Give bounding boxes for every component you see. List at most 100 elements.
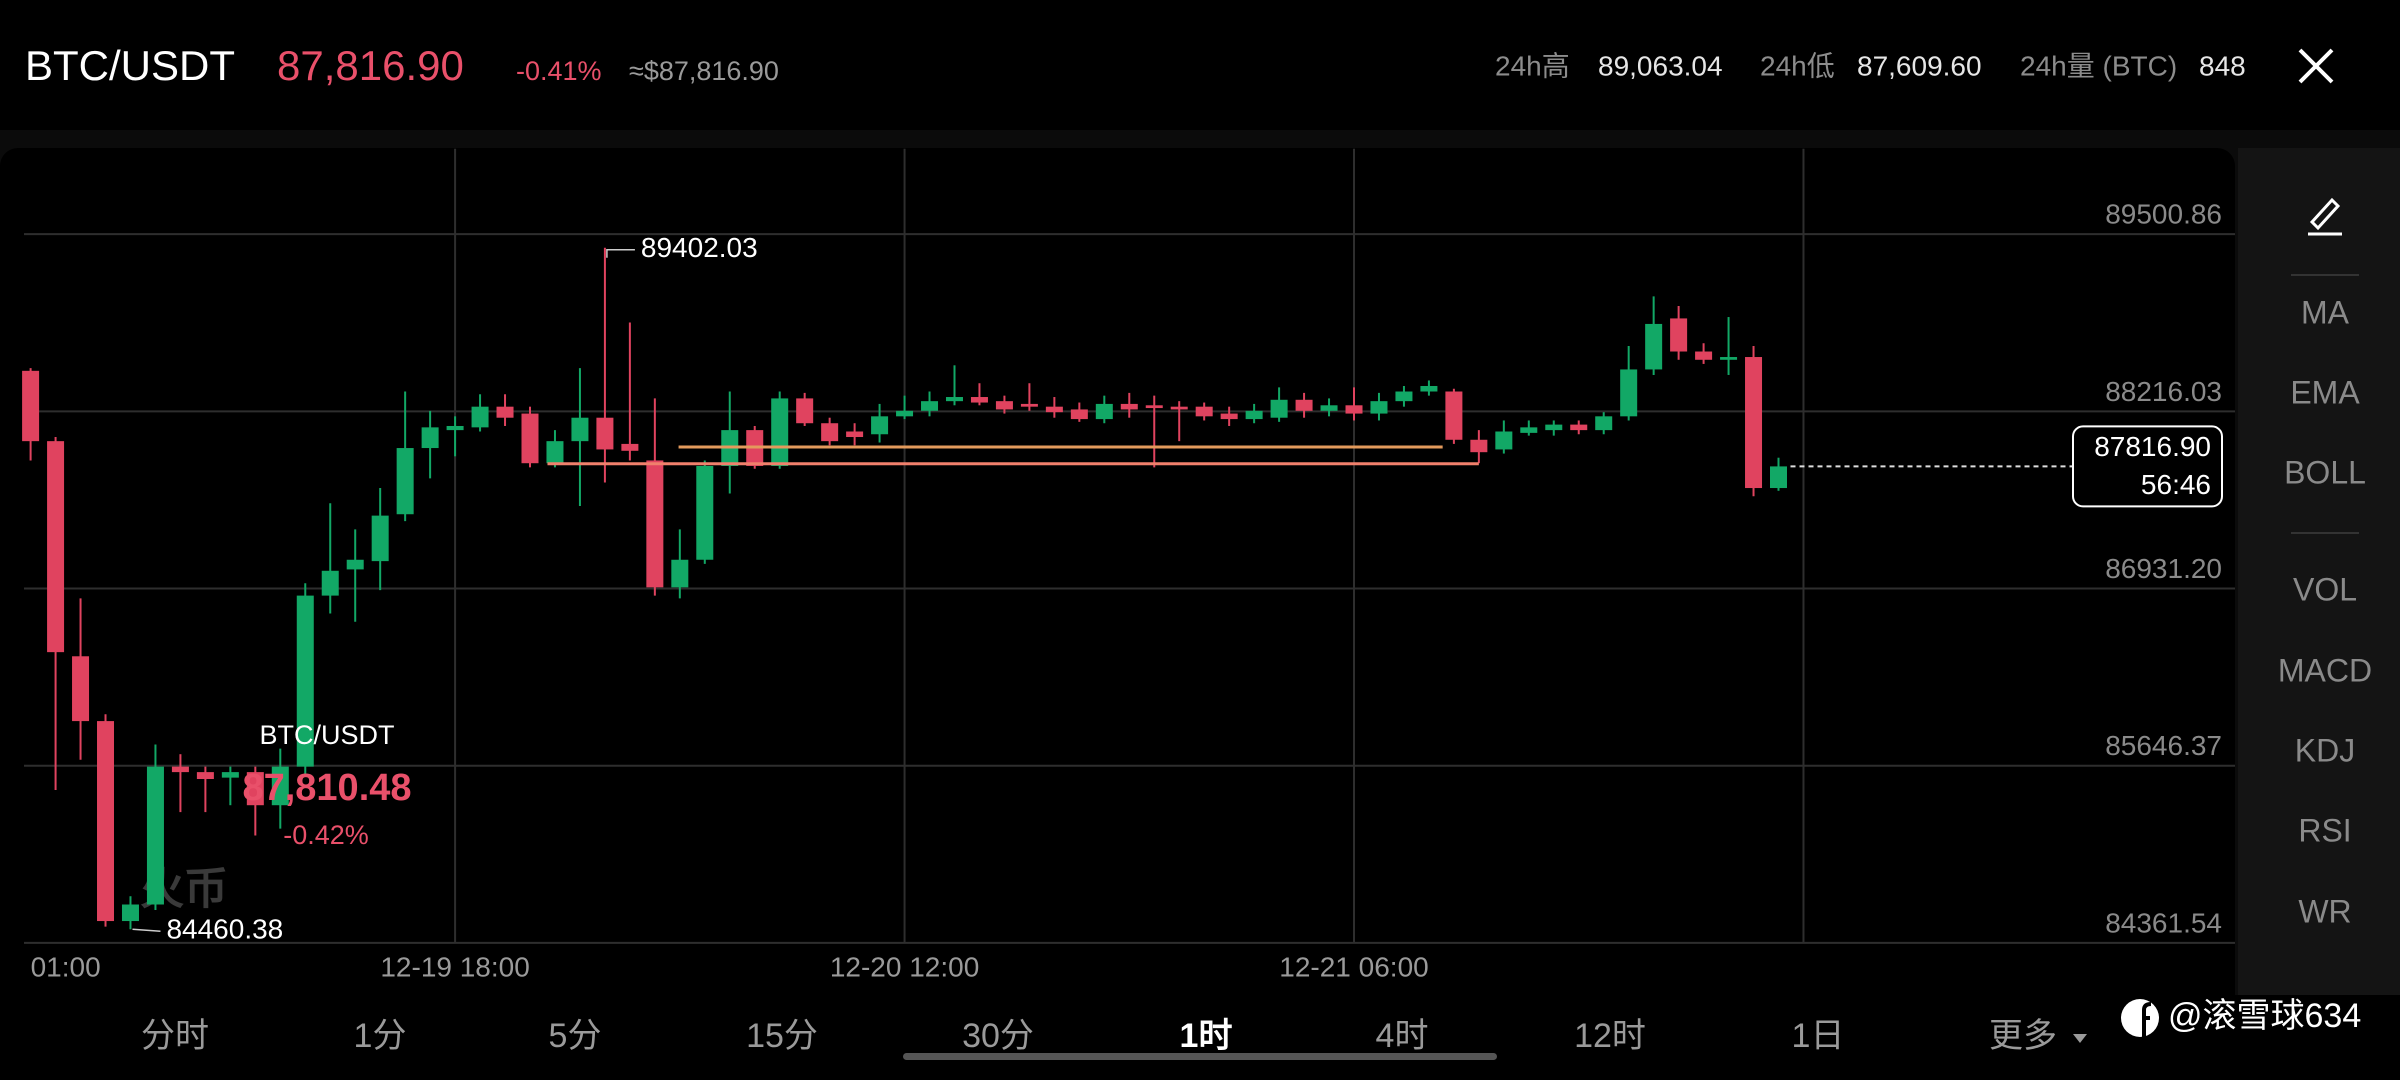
indicator-button[interactable]: VOL bbox=[2293, 571, 2357, 607]
candle-body bbox=[22, 370, 40, 442]
timeframe-tab[interactable]: 30分 bbox=[962, 1017, 1034, 1055]
candle-body bbox=[321, 570, 339, 596]
indicator-button[interactable]: BOLL bbox=[2284, 454, 2366, 490]
candle-body bbox=[146, 766, 164, 905]
tooltip-change: -0.42% bbox=[283, 820, 369, 850]
candle-body bbox=[1145, 405, 1163, 409]
candle-body bbox=[421, 427, 439, 449]
candle-body bbox=[1745, 357, 1763, 489]
more-tab[interactable]: 更多 bbox=[1989, 1017, 2057, 1055]
timeframe-tab[interactable]: 1日 bbox=[1792, 1017, 1845, 1055]
candle-body bbox=[921, 401, 939, 411]
candle-body bbox=[1495, 431, 1513, 450]
candle-body bbox=[621, 443, 639, 451]
candle-body bbox=[471, 406, 489, 428]
indicator-button[interactable]: MA bbox=[2301, 294, 2350, 330]
pair-title: BTC/USDT bbox=[25, 42, 235, 89]
candle-body bbox=[945, 397, 963, 402]
timeframe-tab[interactable]: 12时 bbox=[1574, 1017, 1646, 1055]
candle-body bbox=[1020, 403, 1038, 407]
timeframe-tab[interactable]: 1时 bbox=[1180, 1017, 1233, 1055]
candle-body bbox=[821, 423, 839, 442]
candle-body bbox=[296, 595, 314, 767]
low-label: 84460.38 bbox=[166, 914, 283, 945]
candle-body bbox=[1620, 369, 1638, 417]
timeframe-tab[interactable]: 5分 bbox=[549, 1017, 602, 1055]
stat-value: 89,063.04 bbox=[1598, 50, 1723, 81]
indicator-button[interactable]: KDJ bbox=[2295, 732, 2355, 768]
candle-body bbox=[896, 410, 914, 417]
candle-body bbox=[1195, 406, 1213, 417]
timeframe-tab[interactable]: 分时 bbox=[141, 1017, 209, 1055]
candle-body bbox=[196, 772, 214, 780]
price-tag-box bbox=[2072, 425, 2223, 508]
candle-body bbox=[871, 416, 889, 435]
candle-body bbox=[1570, 424, 1588, 431]
candle-body bbox=[646, 460, 664, 588]
candle-body bbox=[246, 772, 264, 806]
high-leader bbox=[606, 249, 635, 258]
scroll-indicator bbox=[903, 1053, 1497, 1060]
timeframe-tab[interactable]: 4时 bbox=[1376, 1017, 1429, 1055]
close-icon[interactable] bbox=[2298, 48, 2334, 84]
candle-body bbox=[521, 413, 539, 464]
candle-body bbox=[72, 656, 90, 722]
low-leader bbox=[132, 928, 161, 933]
draw-tool[interactable] bbox=[2308, 197, 2342, 236]
candle-body bbox=[796, 398, 814, 424]
candle-body bbox=[1695, 351, 1713, 360]
price-change: -0.41% bbox=[516, 56, 602, 86]
candle-body bbox=[171, 766, 189, 773]
indicator-button[interactable]: WR bbox=[2298, 893, 2351, 929]
more-arrow[interactable] bbox=[2073, 1034, 2087, 1043]
candle-body bbox=[1520, 427, 1538, 433]
candle-body bbox=[221, 772, 239, 778]
indicator-button[interactable]: EMA bbox=[2290, 374, 2360, 410]
watermark-icon bbox=[2121, 999, 2159, 1037]
candle-body bbox=[671, 559, 689, 588]
close-button[interactable] bbox=[2298, 48, 2334, 84]
candle-body bbox=[995, 401, 1013, 410]
indicator-button[interactable]: MACD bbox=[2278, 652, 2372, 688]
candle-body bbox=[1395, 391, 1413, 402]
tooltip-price: 87,810.48 bbox=[242, 767, 411, 809]
candle-body bbox=[970, 397, 988, 403]
y-tick-label: 88216.03 bbox=[2105, 376, 2222, 407]
candle-body bbox=[1320, 405, 1338, 411]
timeframe-tab[interactable]: 1分 bbox=[354, 1017, 407, 1055]
y-tick-label: 84361.54 bbox=[2105, 907, 2222, 938]
candle-body bbox=[1770, 466, 1787, 489]
y-tick-label: 85646.37 bbox=[2105, 730, 2222, 761]
tooltip-pair: BTC/USDT bbox=[260, 720, 395, 750]
watermark-text: @滚雪球634 bbox=[2168, 997, 2361, 1035]
candle-body bbox=[1095, 403, 1113, 420]
candle-body bbox=[1420, 385, 1438, 392]
candle-body bbox=[1470, 439, 1488, 453]
candle-body bbox=[1270, 399, 1288, 418]
candle-body bbox=[771, 398, 789, 466]
sidebar bbox=[2238, 148, 2400, 998]
candle-body bbox=[1670, 318, 1688, 352]
x-tick-label: 12-21 06:00 bbox=[1279, 951, 1428, 982]
x-tick-label: 01:00 bbox=[31, 951, 101, 982]
x-tick-label: 12-19 18:00 bbox=[380, 951, 529, 982]
header-bar bbox=[0, 0, 2400, 130]
timeframe-tab[interactable]: 15分 bbox=[746, 1017, 818, 1055]
candle-body bbox=[1245, 410, 1263, 420]
candle-body bbox=[1170, 406, 1188, 410]
candle-body bbox=[271, 766, 289, 806]
last-price: 87,816.90 bbox=[277, 42, 464, 89]
pencil-icon[interactable] bbox=[2309, 197, 2341, 231]
candle-body bbox=[596, 417, 614, 450]
candle-body bbox=[846, 431, 864, 438]
candle-body bbox=[571, 417, 589, 442]
y-tick-label: 86931.20 bbox=[2105, 553, 2222, 584]
candle-body bbox=[1720, 357, 1738, 360]
stat-value: 848 bbox=[2199, 50, 2246, 81]
stat-label: 24h高 bbox=[1495, 50, 1570, 81]
tab-bar bbox=[0, 995, 2400, 1080]
candle-body bbox=[1045, 406, 1063, 413]
candle-body bbox=[121, 904, 139, 922]
indicator-button[interactable]: RSI bbox=[2298, 812, 2351, 848]
